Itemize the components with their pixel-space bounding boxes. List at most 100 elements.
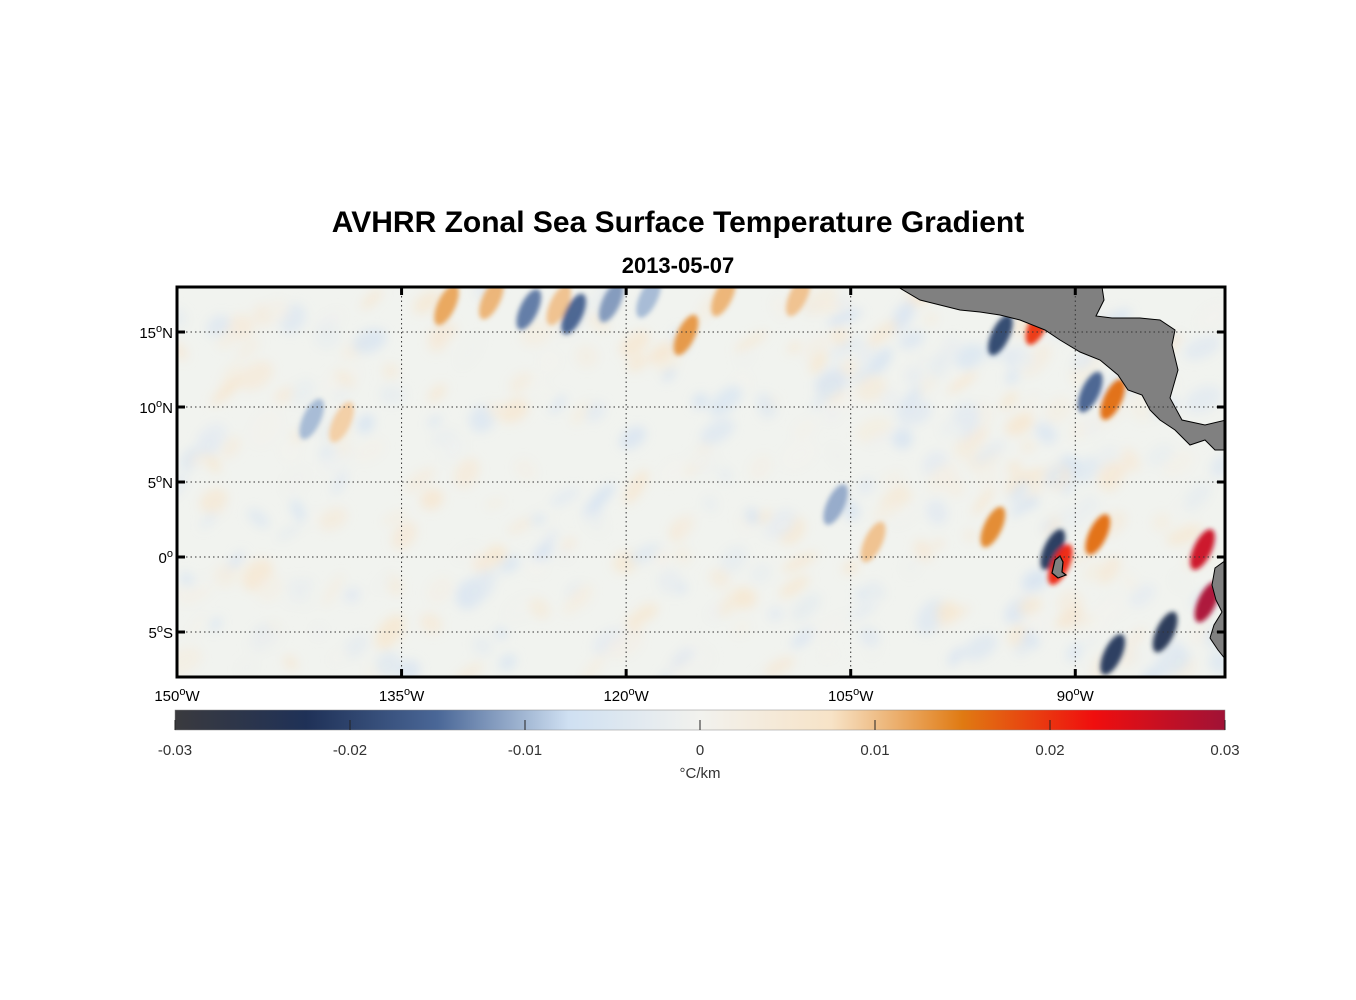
- field-texture-patch: [662, 367, 676, 382]
- field-texture-patch: [896, 399, 932, 426]
- field-texture-patch: [539, 384, 555, 408]
- field-texture-patch: [177, 646, 202, 675]
- field-texture-patch: [1009, 479, 1029, 504]
- field-texture-patch: [313, 323, 341, 349]
- field-texture-patch: [420, 488, 444, 510]
- field-texture-patch: [283, 654, 299, 671]
- field-texture-patch: [1044, 464, 1064, 487]
- gradient-feature: [1100, 379, 1126, 420]
- field-texture-patch: [913, 539, 933, 562]
- field-texture-patch: [485, 498, 504, 509]
- field-texture-patch: [1006, 460, 1022, 474]
- field-texture-patch: [238, 659, 256, 675]
- colorbar-tick-label: 0: [696, 742, 704, 759]
- field-texture-patch: [267, 298, 290, 322]
- field-texture-patch: [1061, 479, 1075, 495]
- field-texture-patch: [790, 627, 816, 648]
- field-texture-patch: [527, 558, 547, 576]
- gradient-feature: [860, 521, 886, 563]
- gradient-feature: [1077, 371, 1103, 413]
- field-texture-patch: [782, 551, 818, 573]
- field-texture-patch: [588, 483, 616, 510]
- gradient-feature: [516, 289, 542, 330]
- lat-tick-label: 15oN: [139, 323, 173, 342]
- field-texture-patch: [1147, 444, 1174, 467]
- field-texture-patch: [880, 470, 904, 486]
- field-texture-patch: [674, 514, 695, 539]
- field-texture-patch: [764, 656, 795, 677]
- field-texture-patch: [520, 319, 552, 347]
- field-texture-patch: [1185, 385, 1222, 413]
- field-texture-patch: [1083, 606, 1112, 638]
- lon-tick-label: 90oW: [1057, 686, 1095, 705]
- field-texture-patch: [336, 442, 353, 458]
- field-texture-patch: [549, 487, 580, 507]
- field-texture-patch: [1125, 627, 1146, 650]
- field-texture-patch: [375, 614, 406, 650]
- field-texture-patch: [734, 331, 768, 352]
- field-texture-patch: [575, 344, 598, 368]
- field-texture-patch: [867, 320, 898, 348]
- field-texture-patch: [539, 350, 560, 371]
- field-texture-patch: [648, 341, 675, 363]
- field-texture-patch: [1083, 560, 1103, 583]
- gradient-feature: [434, 287, 459, 326]
- field-texture-patch: [1052, 505, 1090, 531]
- field-texture-patch: [455, 662, 484, 677]
- field-texture-patch: [472, 553, 495, 573]
- field-texture-patch: [498, 653, 517, 671]
- field-texture-patch: [684, 449, 714, 469]
- field-texture-patch: [626, 354, 649, 372]
- gradient-feature: [598, 287, 624, 323]
- field-texture-patch: [856, 374, 886, 402]
- field-texture-patch: [926, 499, 948, 525]
- colorbar-tick-label: -0.03: [158, 742, 192, 759]
- field-texture-patch: [530, 512, 548, 527]
- field-texture-patch: [891, 427, 913, 449]
- field-texture-patch: [879, 482, 908, 507]
- field-texture-patch: [276, 523, 303, 541]
- field-texture-patch: [975, 401, 993, 426]
- field-texture-patch: [756, 393, 775, 415]
- field-texture-patch: [442, 437, 467, 463]
- gradient-feature: [711, 287, 736, 317]
- land-mexico: [897, 287, 1225, 451]
- gradient-feature: [1194, 581, 1220, 623]
- field-texture-patch: [290, 378, 315, 407]
- field-texture-patch: [928, 351, 951, 378]
- field-texture-patch: [247, 508, 270, 529]
- field-texture-patch: [792, 418, 816, 440]
- field-texture-patch: [926, 464, 951, 493]
- field-texture-patch: [788, 341, 801, 354]
- field-texture-patch: [867, 644, 880, 658]
- gradient-feature: [479, 287, 504, 320]
- field-texture-patch: [810, 351, 828, 375]
- field-texture-patch: [821, 649, 836, 661]
- field-texture-patch: [585, 512, 607, 535]
- field-texture-patch: [318, 507, 348, 531]
- field-texture-patch: [772, 296, 788, 319]
- field-texture-patch: [700, 418, 735, 445]
- field-texture-patch: [494, 627, 508, 640]
- gradient-feature: [1190, 529, 1215, 570]
- field-texture-patch: [709, 568, 730, 588]
- field-texture-patch: [587, 313, 610, 333]
- field-texture-patch: [1075, 456, 1099, 484]
- field-texture-patch: [391, 521, 417, 550]
- field-texture-patch: [973, 440, 1006, 464]
- field-texture-patch: [963, 633, 998, 661]
- field-texture-patch: [247, 626, 284, 652]
- field-texture-patch: [1097, 461, 1127, 488]
- field-texture-patch: [312, 624, 326, 638]
- field-texture-patch: [623, 470, 649, 504]
- field-texture-patch: [343, 587, 361, 603]
- field-texture-patch: [585, 294, 603, 312]
- field-texture-patch: [619, 330, 650, 357]
- field-texture-patch: [274, 386, 296, 404]
- field-texture-patch: [869, 347, 893, 376]
- field-texture-patch: [948, 647, 964, 666]
- gradient-field: [177, 287, 1225, 677]
- field-texture-patch: [972, 486, 995, 516]
- lat-tick-label: 10oN: [139, 398, 173, 417]
- lon-tick-label: 135oW: [379, 686, 425, 705]
